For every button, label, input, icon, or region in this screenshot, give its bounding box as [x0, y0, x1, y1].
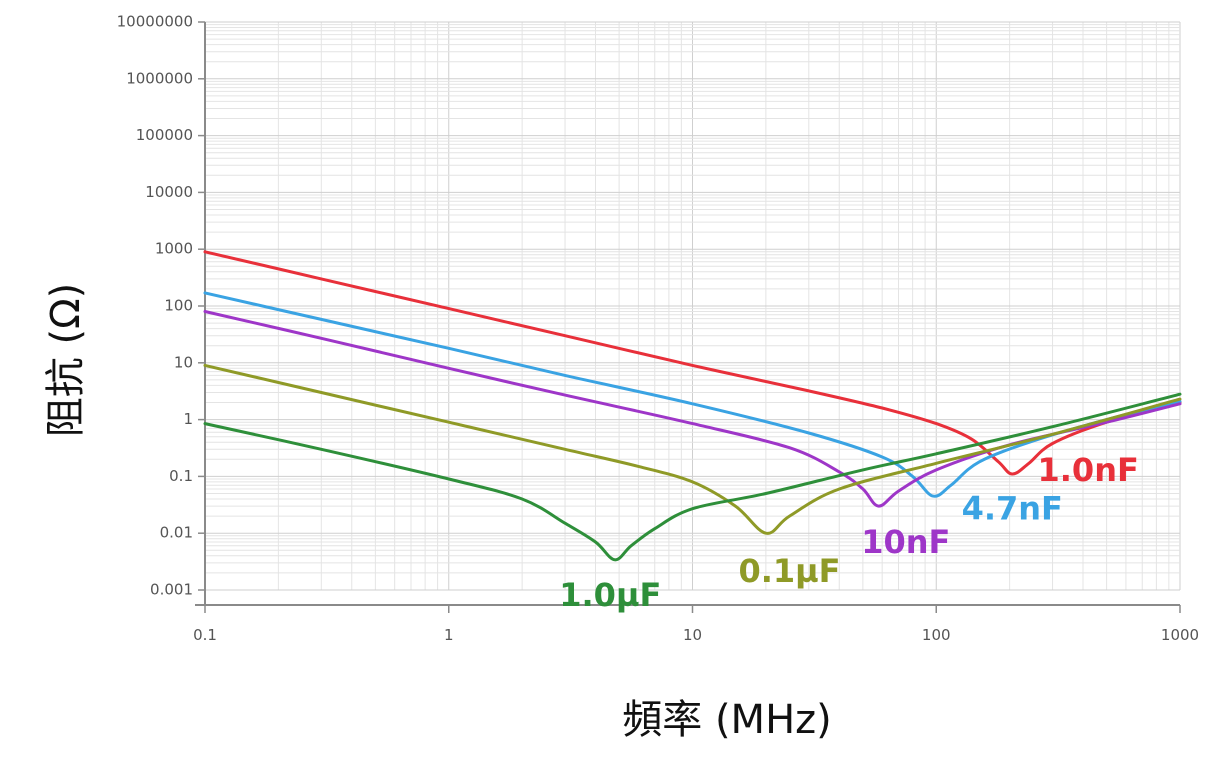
series-line-0.1µF — [203, 363, 1182, 535]
series-lines — [203, 250, 1182, 562]
y-tick-label: 10000 — [145, 183, 193, 201]
x-tick-label: 10 — [683, 626, 702, 644]
y-tick-label: 100000 — [136, 126, 193, 144]
series-label-1.0nF: 1.0nF — [1038, 451, 1139, 489]
y-tick-label: 1000 — [155, 240, 193, 258]
series-label-4.7nF: 4.7nF — [962, 490, 1063, 528]
x-axis-title: 頻率 (MHz) — [622, 697, 832, 743]
y-tick-label: 10000000 — [117, 13, 193, 31]
x-tick-label: 1000 — [1161, 626, 1199, 644]
y-tick-labels: 10000000 1000000 100000 10000 1000 100 10 1 0.1 0… — [117, 13, 205, 599]
series-label-0.1µF: 0.1µF — [738, 552, 840, 590]
x-tick-label: 0.1 — [193, 626, 217, 644]
axes — [195, 22, 1180, 606]
y-tick-label: 0.001 — [150, 581, 193, 599]
x-tick-label: 1 — [444, 626, 454, 644]
y-tick-label: 1000000 — [126, 69, 193, 87]
y-tick-label: 0.01 — [160, 524, 193, 542]
x-tick-label: 100 — [922, 626, 951, 644]
y-tick-label: 10 — [174, 353, 193, 371]
series-label-10nF: 10nF — [861, 523, 950, 561]
y-axis-title: 阻抗 (Ω) — [43, 283, 89, 438]
series-label-1.0µF: 1.0µF — [559, 576, 661, 614]
y-tick-label: 1 — [183, 410, 193, 428]
grid-lines — [204, 21, 1181, 591]
y-tick-label: 100 — [164, 297, 193, 315]
series-line-4.7nF — [203, 291, 1182, 498]
x-tick-labels: 0.1 1 10 100 1000 — [193, 605, 1199, 644]
series-line-1.0µF — [203, 392, 1182, 562]
y-tick-label: 0.1 — [169, 467, 193, 485]
series-line-1.0nF — [203, 250, 1182, 476]
